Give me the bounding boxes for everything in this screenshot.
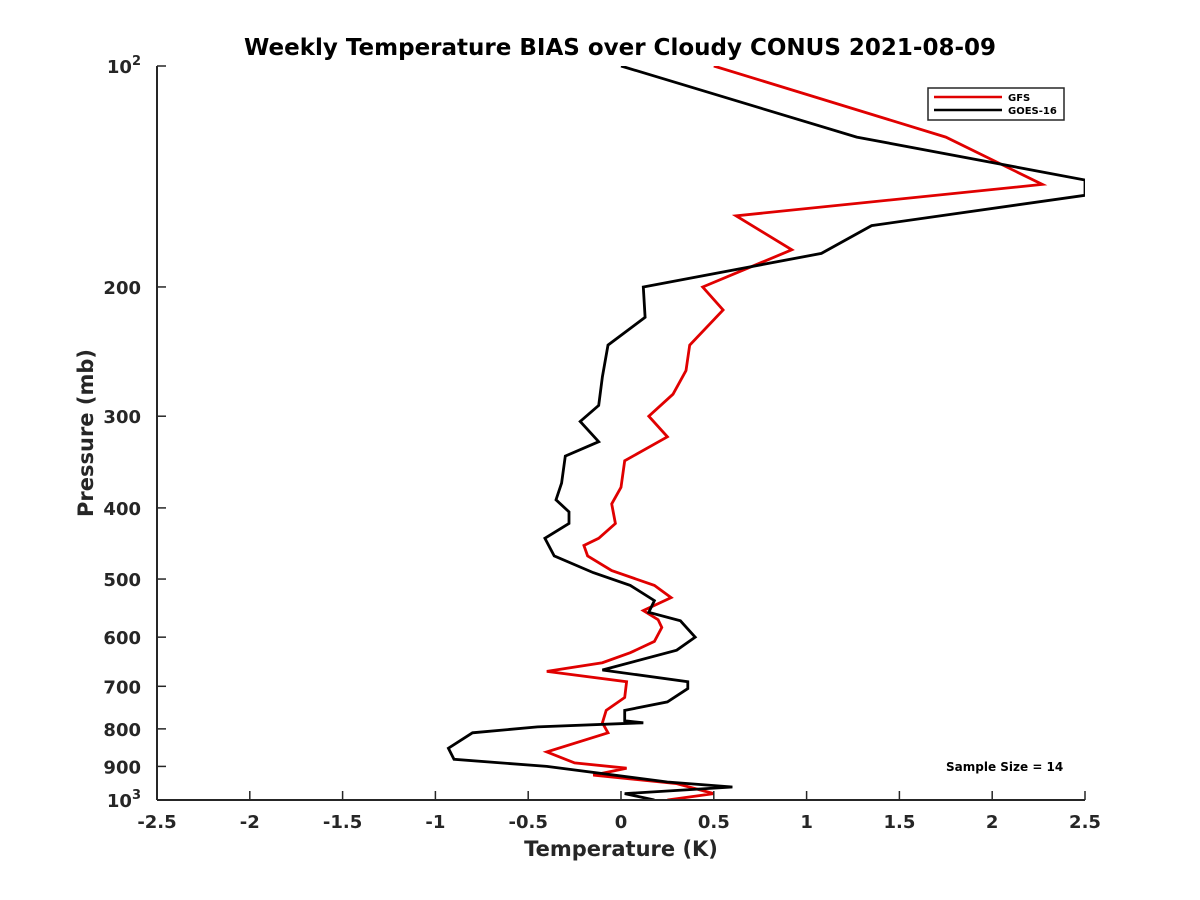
chart-title: Weekly Temperature BIAS over Cloudy CONU… — [244, 35, 996, 61]
x-tick-label: -1 — [425, 812, 445, 833]
x-tick-label: 0.5 — [698, 812, 730, 833]
y-tick-label: 300 — [103, 407, 141, 428]
y-axis-label: Pressure (mb) — [74, 349, 98, 517]
x-tick-label: 0 — [615, 812, 628, 833]
y-tick-label: 102 — [107, 54, 141, 78]
x-tick-label: -1.5 — [323, 812, 362, 833]
x-axis-label: Temperature (K) — [524, 837, 718, 861]
plot-background — [157, 66, 1085, 800]
y-tick-label: 600 — [103, 628, 141, 649]
x-tick-label: 1 — [800, 812, 813, 833]
y-tick-label: 400 — [103, 499, 141, 520]
x-tick-label: -2.5 — [137, 812, 176, 833]
legend-label-goes16: GOES-16 — [1008, 106, 1057, 117]
series-line-goes16 — [446, 66, 1085, 800]
y-tick-label: 700 — [103, 677, 141, 698]
x-tick-label: 2.5 — [1069, 812, 1101, 833]
x-axis-ticks: -2.5 -2 -1.5 -1 -0.5 0 0.5 1 1.5 2 2.5 — [137, 791, 1101, 833]
y-tick-label: 200 — [103, 278, 141, 299]
y-tick-label: 500 — [103, 570, 141, 591]
series-layer — [446, 66, 1085, 800]
y-tick-label: 900 — [103, 757, 141, 778]
y-tick-label: 800 — [103, 720, 141, 741]
x-tick-label: -2 — [240, 812, 260, 833]
series-line-gfs — [542, 66, 1048, 800]
sample-size-annotation: Sample Size = 14 — [946, 760, 1063, 774]
legend-box — [927, 87, 1065, 121]
x-tick-label: 2 — [986, 812, 999, 833]
x-tick-label: 1.5 — [883, 812, 915, 833]
y-tick-label: 103 — [107, 788, 141, 812]
y-axis-ticks: 102 200 300 400 500 600 700 800 900 103 — [103, 54, 166, 812]
legend-label-gfs: GFS — [1008, 93, 1030, 104]
x-tick-label: -0.5 — [509, 812, 548, 833]
legend: GFS GOES-16 — [927, 87, 1065, 121]
